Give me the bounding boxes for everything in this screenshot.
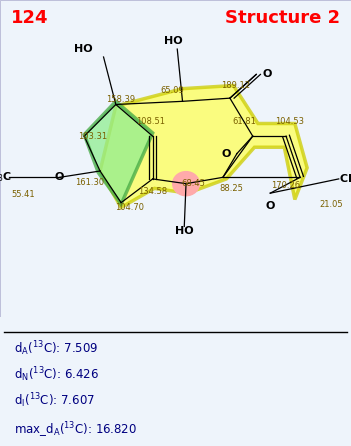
Text: 104.70: 104.70 (115, 203, 144, 212)
Text: 103.31: 103.31 (79, 132, 107, 140)
Text: 134.58: 134.58 (138, 187, 167, 196)
Text: HO: HO (164, 36, 183, 46)
Text: O: O (222, 149, 231, 159)
Circle shape (173, 172, 199, 196)
Text: Structure 2: Structure 2 (225, 9, 340, 28)
Text: 170.26: 170.26 (272, 181, 300, 190)
Text: H$_3$C: H$_3$C (0, 170, 12, 184)
Text: d$_\mathregular{I}$(${^{13}}$C): 7.607: d$_\mathregular{I}$(${^{13}}$C): 7.607 (14, 392, 95, 410)
Text: 88.25: 88.25 (220, 184, 244, 193)
Text: O: O (262, 70, 271, 79)
Text: 189.12: 189.12 (221, 81, 250, 90)
Text: 68.45: 68.45 (181, 179, 205, 188)
Text: 61.81: 61.81 (232, 117, 256, 126)
Text: 158.39: 158.39 (107, 95, 135, 104)
Polygon shape (100, 86, 307, 207)
Text: O: O (266, 201, 275, 211)
Text: 104.53: 104.53 (275, 117, 304, 126)
Text: max_d$_\mathregular{A}$(${^{13}}$C): 16.820: max_d$_\mathregular{A}$(${^{13}}$C): 16.… (14, 421, 137, 440)
Text: O: O (55, 172, 64, 182)
Text: 65.09: 65.09 (160, 86, 184, 95)
Polygon shape (84, 101, 153, 204)
Text: HO: HO (175, 227, 194, 236)
Text: 161.30: 161.30 (75, 178, 104, 186)
Text: 108.51: 108.51 (137, 117, 165, 126)
Text: d$_\mathregular{A}$(${^{13}}$C): 7.509: d$_\mathregular{A}$(${^{13}}$C): 7.509 (14, 340, 98, 358)
Text: CH$_3$: CH$_3$ (339, 172, 351, 186)
Text: 21.05: 21.05 (320, 200, 344, 209)
Text: d$_\mathregular{N}$(${^{13}}$C): 6.426: d$_\mathregular{N}$(${^{13}}$C): 6.426 (14, 366, 99, 384)
Text: 55.41: 55.41 (11, 190, 35, 199)
Text: 124: 124 (11, 9, 48, 28)
Text: HO: HO (74, 44, 93, 54)
